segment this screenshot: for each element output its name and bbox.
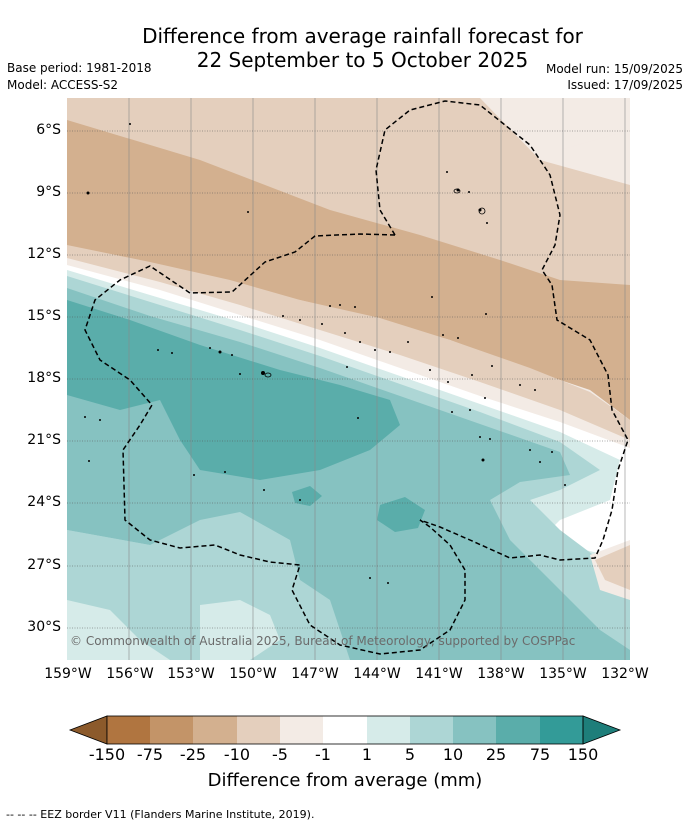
lon-label: 153°W bbox=[167, 666, 215, 682]
colorbar-bin-5 bbox=[280, 716, 323, 744]
colorbar-bin-2 bbox=[150, 716, 193, 744]
colorbar-tick: 5 bbox=[404, 745, 416, 764]
lat-label: 9°S bbox=[36, 184, 61, 200]
colorbar-tick: -5 bbox=[272, 745, 288, 764]
colorbar-bin-8 bbox=[410, 716, 453, 744]
lat-label: 24°S bbox=[27, 494, 61, 510]
colorbar bbox=[68, 715, 622, 745]
colorbar-title: Difference from average (mm) bbox=[207, 770, 483, 791]
eez-footnote: -- -- -- EEZ border V11 (Flanders Marine… bbox=[6, 808, 315, 821]
island-outlines bbox=[264, 188, 486, 378]
colorbar-bin-4 bbox=[237, 716, 280, 744]
contour-dry-10-lower-right bbox=[595, 545, 630, 590]
colorbar-tick: 25 bbox=[485, 745, 507, 764]
colorbar-tick: 1 bbox=[361, 745, 373, 764]
lon-label: 159°W bbox=[44, 666, 92, 682]
colorbar-tick: -1 bbox=[315, 745, 331, 764]
lat-label: 6°S bbox=[36, 122, 61, 138]
title-line-2: 22 September to 5 October 2025 bbox=[196, 48, 529, 72]
colorbar-bin-11 bbox=[540, 716, 583, 744]
lon-label: 138°W bbox=[477, 666, 525, 682]
colorbar-tick: 75 bbox=[529, 745, 551, 764]
lat-label: 15°S bbox=[27, 308, 61, 324]
eez-borders bbox=[84, 100, 629, 655]
colorbar-bin-6 bbox=[323, 716, 367, 744]
lat-label: 30°S bbox=[27, 619, 61, 635]
lon-label: 132°W bbox=[601, 666, 649, 682]
colorbar-bin-9 bbox=[453, 716, 496, 744]
lat-label: 27°S bbox=[27, 557, 61, 573]
colorbar-tick: 150 bbox=[567, 745, 599, 764]
islands bbox=[84, 123, 566, 584]
colorbar-tick: -75 bbox=[136, 745, 164, 764]
contour-wet-75-b bbox=[377, 497, 425, 532]
contour-dry-25 bbox=[67, 120, 630, 420]
model-run: Model run: 15/09/2025 bbox=[545, 62, 683, 76]
colorbar-tick: -150 bbox=[88, 745, 126, 764]
contour-wet-10-lower bbox=[67, 512, 350, 660]
contour-wet-5-lower-b bbox=[200, 600, 280, 660]
issued-date: Issued: 17/09/2025 bbox=[567, 78, 683, 92]
colorbar-bin-7 bbox=[367, 716, 410, 744]
contour-wet-75 bbox=[67, 300, 400, 480]
base-period: Base period: 1981-2018 bbox=[7, 61, 152, 75]
colorbar-tick: 10 bbox=[442, 745, 464, 764]
lon-label: 141°W bbox=[415, 666, 463, 682]
colorbar-low-arrow bbox=[68, 715, 108, 745]
colorbar-tick: -25 bbox=[179, 745, 207, 764]
colorbar-bin-3 bbox=[193, 716, 237, 744]
copyright-notice: © Commonwealth of Australia 2025, Bureau… bbox=[70, 634, 576, 648]
title-line-1: Difference from average rainfall forecas… bbox=[142, 24, 583, 48]
lon-label: 144°W bbox=[353, 666, 401, 682]
lon-label: 135°W bbox=[539, 666, 587, 682]
contour-wet-75-c bbox=[292, 486, 322, 506]
colorbar-bin-10 bbox=[496, 716, 540, 744]
model-name: Model: ACCESS-S2 bbox=[7, 78, 119, 92]
colorbar-high-arrow bbox=[582, 715, 622, 745]
lon-label: 150°W bbox=[229, 666, 277, 682]
colorbar-tick: -10 bbox=[223, 745, 251, 764]
lat-label: 21°S bbox=[27, 432, 61, 448]
lat-label: 12°S bbox=[27, 246, 61, 262]
lon-label: 147°W bbox=[291, 666, 339, 682]
lat-label: 18°S bbox=[27, 370, 61, 386]
contour-wet-5-lower bbox=[67, 600, 170, 660]
lon-label: 156°W bbox=[106, 666, 154, 682]
colorbar-bin-1 bbox=[107, 716, 150, 744]
